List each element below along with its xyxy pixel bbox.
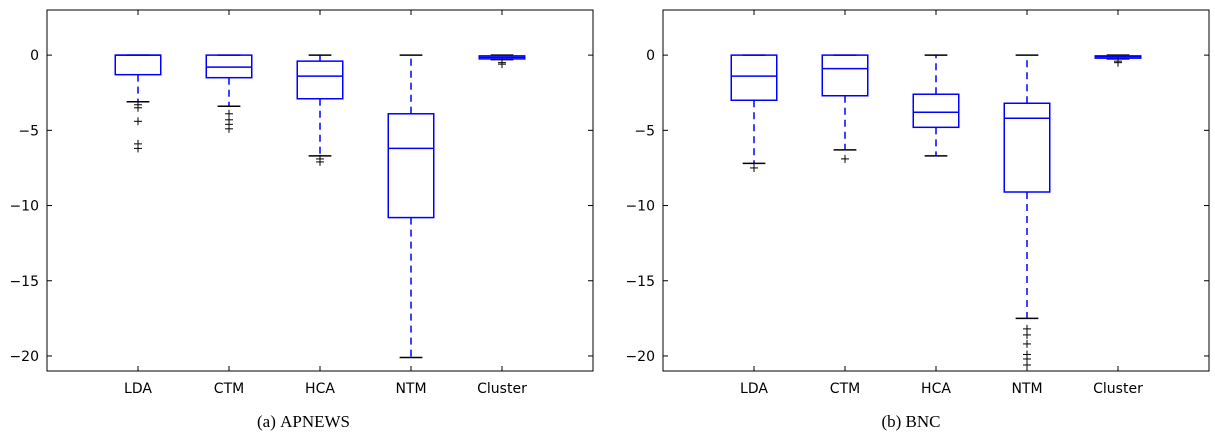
outlier-marker: [1023, 330, 1031, 339]
y-tick-label: 0: [646, 48, 655, 64]
outlier-marker: [316, 157, 324, 166]
box-hca: [296, 54, 344, 166]
box-ctm: [205, 54, 253, 133]
box-ctm: [821, 54, 869, 163]
box-hca: [912, 54, 960, 157]
box-ntm: [1003, 54, 1051, 369]
caption-apnews: (a) APNEWS: [0, 412, 607, 432]
y-tick-label: −20: [9, 349, 39, 365]
caption-prefix: (a): [256, 412, 276, 431]
outlier-marker: [134, 144, 142, 153]
x-tick-label: CTM: [214, 381, 244, 397]
y-tick-label: −10: [9, 199, 39, 215]
y-tick-label: −5: [634, 123, 655, 139]
caption-dataset-name: APNEWS: [280, 412, 351, 431]
box-ntm: [387, 54, 435, 359]
y-tick-label: −10: [625, 199, 655, 215]
outlier-marker: [750, 163, 758, 172]
iqr-box: [1003, 102, 1051, 193]
iqr-box: [730, 54, 778, 101]
outlier-marker: [498, 60, 506, 69]
y-tick-label: −20: [625, 349, 655, 365]
x-tick-label: NTM: [1011, 381, 1042, 397]
outlier-marker: [134, 117, 142, 126]
y-tick-label: −15: [9, 274, 39, 290]
x-tick-label: Cluster: [477, 381, 527, 397]
x-tick-label: HCA: [921, 381, 951, 397]
boxplot-apnews: 0 −5 −10 −15 −20 LDA CTM HCA NTM Cluster: [9, 9, 594, 397]
box-cluster: [478, 54, 526, 69]
outlier-marker: [1114, 58, 1122, 67]
y-tick-label: −5: [18, 123, 39, 139]
box-cluster: [1094, 54, 1142, 67]
y-tick-label: 0: [30, 48, 39, 64]
chart-panel-bnc: 0 −5 −10 −15 −20 LDA CTM HCA NTM Cluster (b) BNC: [607, 0, 1215, 446]
iqr-box: [912, 93, 960, 129]
iqr-box: [387, 113, 435, 219]
iqr-box: [205, 54, 253, 79]
iqr-box: [821, 54, 869, 97]
x-tick-label: HCA: [305, 381, 335, 397]
iqr-box: [296, 60, 344, 100]
box-lda: [114, 54, 162, 153]
outlier-marker: [225, 124, 233, 133]
x-tick-label: CTM: [830, 381, 860, 397]
x-tick-label: LDA: [124, 381, 152, 397]
caption-prefix: (b): [881, 412, 902, 431]
boxplot-bnc: 0 −5 −10 −15 −20 LDA CTM HCA NTM Cluster: [625, 9, 1210, 397]
iqr-box: [114, 54, 162, 76]
x-tick-label: Cluster: [1093, 381, 1143, 397]
outlier-marker: [134, 103, 142, 112]
caption-dataset-name: BNC: [905, 412, 941, 431]
outlier-marker: [1023, 339, 1031, 348]
plot-frame: [46, 9, 594, 372]
chart-panel-apnews: 0 −5 −10 −15 −20 LDA CTM HCA NTM Cluster (a) APNE…: [0, 0, 607, 446]
outlier-marker: [1023, 360, 1031, 369]
outlier-marker: [841, 154, 849, 163]
x-tick-label: LDA: [740, 381, 768, 397]
y-tick-label: −15: [625, 274, 655, 290]
x-tick-label: NTM: [395, 381, 426, 397]
box-lda: [730, 54, 778, 172]
caption-bnc: (b) BNC: [607, 412, 1215, 432]
